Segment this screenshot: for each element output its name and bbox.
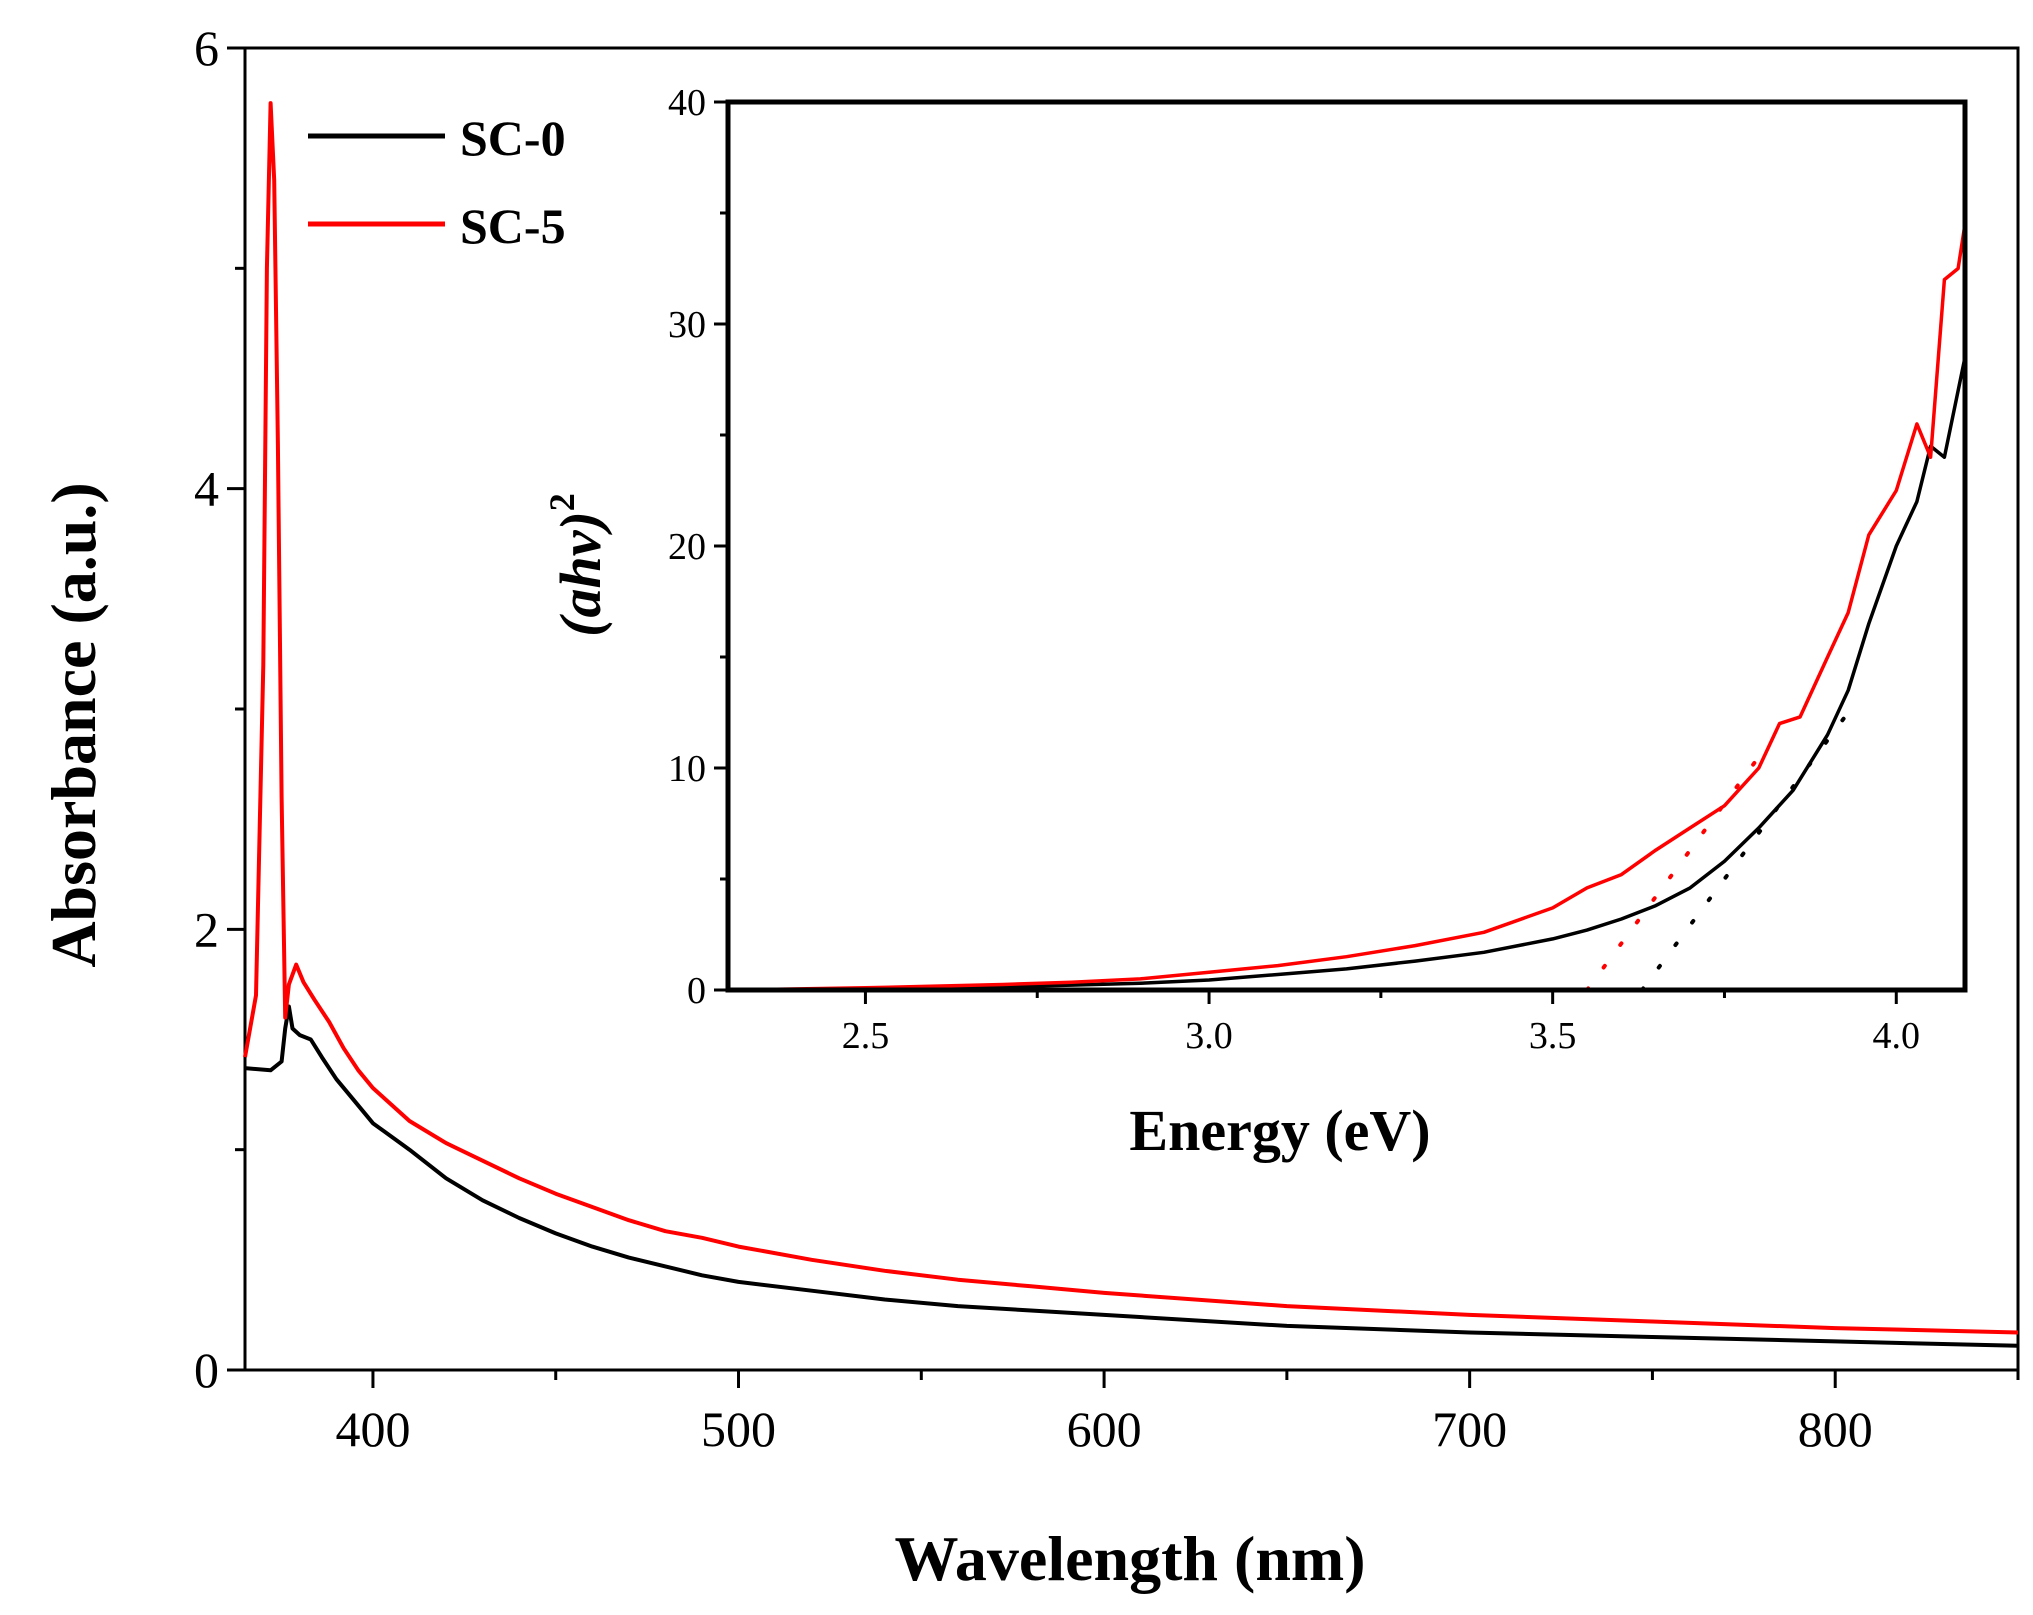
inset-tangent-sc-0	[1640, 710, 1851, 992]
inset-y-tick-label: 30	[668, 304, 706, 346]
main-series	[243, 101, 2019, 1348]
x-tick-label: 400	[335, 1401, 410, 1457]
inset-x-axis-title: Energy (eV)	[1129, 1098, 1430, 1163]
y-axis-title: Absorbance (a.u.)	[38, 482, 109, 967]
legend: SC-0 SC-5	[308, 110, 566, 254]
inset-y-axis-title-text: (ahv)	[548, 511, 613, 637]
inset-series-line-sc-0	[727, 356, 1967, 992]
legend-label-sc5: SC-5	[460, 198, 566, 254]
inset-x-tick-label: 4.0	[1873, 1015, 1921, 1057]
inset-series	[727, 223, 1967, 992]
series-line-sc-5	[243, 101, 2019, 1335]
inset-x-tick-label: 2.5	[842, 1015, 890, 1057]
x-tick-label: 500	[701, 1401, 776, 1457]
inset-background	[728, 102, 1965, 990]
inset-y-tick-label: 0	[687, 970, 706, 1012]
inset-x-tick-label: 3.5	[1529, 1015, 1577, 1057]
inset-ticks: 2.5 3.0 3.5 4.0 0 10 20 30 40	[668, 82, 1920, 1057]
x-tick-label: 600	[1067, 1401, 1142, 1457]
x-tick-label: 700	[1432, 1401, 1507, 1457]
series-line-sc-0	[244, 1004, 2019, 1348]
inset-y-tick-label: 10	[668, 748, 706, 790]
y-tick-label: 4	[194, 461, 219, 517]
inset-series-line-sc-5	[727, 223, 1967, 992]
y-tick-label: 0	[194, 1342, 219, 1398]
y-tick-label: 2	[194, 901, 219, 957]
inset-y-axis-title: (ahv)2	[542, 493, 613, 637]
inset-y-axis-title-superscript: 2	[542, 493, 582, 511]
inset-y-tick-label: 20	[668, 526, 706, 568]
inset-y-tick-label: 40	[668, 82, 706, 124]
inset-x-tick-label: 3.0	[1185, 1015, 1233, 1057]
y-tick-label: 6	[194, 20, 219, 76]
x-axis-title: Wavelength (nm)	[894, 1523, 1365, 1594]
legend-label-sc0: SC-0	[460, 110, 566, 166]
x-tick-label: 800	[1798, 1401, 1873, 1457]
inset-chart: 2.5 3.0 3.5 4.0 0 10 20 30 40 Energy (eV) (ahv)2	[542, 82, 1968, 1163]
